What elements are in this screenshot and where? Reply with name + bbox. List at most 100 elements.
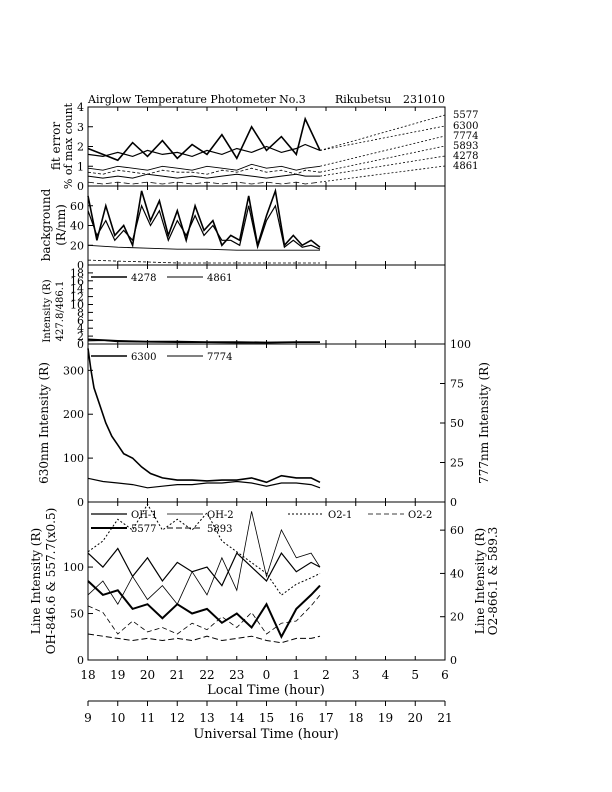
p5-series-O2-1 bbox=[87, 503, 321, 596]
p3-y-label: 12 bbox=[70, 291, 84, 304]
p1-y-label: 0 bbox=[77, 180, 84, 193]
p2-y-label: 60 bbox=[70, 200, 84, 213]
p5-y-right-label: 0 bbox=[450, 654, 457, 667]
p5-ylabel-left-2: OH-846.6 & 557.7(x0.5) bbox=[44, 508, 58, 655]
p1-leader-6300 bbox=[319, 125, 446, 151]
p1-series-4861 bbox=[87, 181, 321, 185]
p4-y-left-label: 100 bbox=[63, 452, 84, 465]
p3-ylabel-2: 427.8/486.1 bbox=[55, 281, 66, 342]
p5-series-5577 bbox=[87, 580, 321, 640]
p5-series-OH-2 bbox=[87, 511, 321, 605]
p5-legend-o21: O2-1 bbox=[328, 510, 352, 521]
p1-wavelength-label-6300: 6300 bbox=[453, 121, 478, 132]
p1-y-label: 4 bbox=[77, 101, 84, 114]
ut-label: Universal Time (hour) bbox=[193, 727, 338, 742]
date-label: 231010 bbox=[403, 93, 445, 106]
p1-wavelength-label-4861: 4861 bbox=[453, 161, 478, 172]
p3-legend-4861: 4861 bbox=[207, 273, 232, 284]
p3-ylabel-1: Intensity (R) bbox=[42, 279, 53, 342]
ut-tick-label: 9 bbox=[84, 711, 92, 725]
p1-leader-5893 bbox=[319, 145, 446, 173]
p4-y-left-label: 200 bbox=[63, 408, 84, 421]
p5-y-left-label: 100 bbox=[63, 561, 84, 574]
p4-ylabel-left: 630nm Intensity (R) bbox=[37, 362, 51, 484]
p5-legend-5577: 5577 bbox=[131, 524, 156, 535]
p5-legend-o22: O2-2 bbox=[408, 510, 432, 521]
local-time-tick-label: 1 bbox=[292, 668, 300, 682]
local-time-tick-label: 20 bbox=[140, 668, 155, 682]
p5-y-left-label: 0 bbox=[77, 654, 84, 667]
local-time-tick-label: 2 bbox=[322, 668, 330, 682]
p3-y-label: 10 bbox=[70, 299, 84, 312]
station-name: Rikubetsu bbox=[335, 93, 391, 106]
p3-y-label: 16 bbox=[70, 275, 84, 288]
p1-series-5893 bbox=[87, 167, 321, 175]
p4-series-6300 bbox=[87, 348, 321, 484]
p5-ylabel-right-1: Line Intensity (R) bbox=[473, 528, 487, 634]
p4-y-right-label: 100 bbox=[450, 338, 471, 351]
p5-y-right-label: 60 bbox=[450, 524, 464, 537]
local-time-tick-label: 0 bbox=[263, 668, 271, 682]
p1-leader-5577 bbox=[319, 114, 446, 151]
local-time-tick-label: 3 bbox=[352, 668, 360, 682]
p4-legend-6300: 6300 bbox=[131, 352, 156, 363]
p5-ylabel-right-2: O2-866.1 & 589.3 bbox=[486, 527, 500, 636]
p5-y-left-label: 50 bbox=[70, 608, 84, 621]
p2-ylabel-1: background bbox=[39, 188, 53, 261]
p3-y-label: 8 bbox=[77, 306, 84, 319]
local-time-tick-label: 22 bbox=[199, 668, 214, 682]
p5-legend-5893: 5893 bbox=[207, 524, 232, 535]
local-time-label: Local Time (hour) bbox=[207, 683, 325, 698]
p5-series-O2-2 bbox=[87, 594, 321, 635]
p1-wavelength-label-5577: 5577 bbox=[453, 110, 478, 121]
p4-y-right-label: 25 bbox=[450, 457, 464, 470]
ut-tick-label: 10 bbox=[110, 711, 125, 725]
p4-legend-7774: 7774 bbox=[207, 352, 232, 363]
p2-y-label: 40 bbox=[70, 220, 84, 233]
p2-series-0 bbox=[87, 187, 321, 249]
p1-y-label: 2 bbox=[77, 141, 84, 154]
local-time-tick-label: 18 bbox=[80, 668, 95, 682]
p3-y-label: 0 bbox=[77, 338, 84, 351]
p3-y-label: 2 bbox=[77, 330, 84, 343]
p1-ylabel-1: fit error bbox=[49, 122, 63, 170]
ut-tick-label: 12 bbox=[170, 711, 185, 725]
ut-tick-label: 17 bbox=[318, 711, 333, 725]
ut-tick-label: 14 bbox=[229, 711, 245, 725]
ut-tick-label: 21 bbox=[437, 711, 452, 725]
p2-y-label: 20 bbox=[70, 239, 84, 252]
p1-leader-4278 bbox=[319, 155, 446, 177]
p1-wavelength-label-5893: 5893 bbox=[453, 141, 478, 152]
p3-series-4861 bbox=[87, 339, 320, 344]
p5-legend-oh2: OH-2 bbox=[207, 510, 234, 521]
p1-ylabel-2: % of max count bbox=[62, 102, 75, 189]
ut-tick-label: 20 bbox=[408, 711, 423, 725]
p3-y-label: 18 bbox=[70, 267, 84, 280]
panel-background-frame bbox=[87, 185, 446, 266]
p4-ylabel-right: 777nm Intensity (R) bbox=[477, 362, 491, 484]
p2-ylabel-2: (R/nm) bbox=[54, 204, 68, 246]
local-time-tick-label: 23 bbox=[229, 668, 244, 682]
p1-series-7774 bbox=[87, 163, 321, 171]
local-time-tick-label: 4 bbox=[382, 668, 390, 682]
p1-wavelength-label-4278: 4278 bbox=[453, 151, 478, 162]
p4-y-right-label: 50 bbox=[450, 417, 464, 430]
p1-y-label: 1 bbox=[77, 160, 84, 173]
ut-tick-label: 15 bbox=[259, 711, 274, 725]
ut-tick-label: 13 bbox=[199, 711, 214, 725]
chart-marks: 18 19 20 21 22 23 0 1 2 3 4 5 69 10 11 12 13 14 15 16 17 18 19… bbox=[63, 101, 478, 725]
p2-series-1 bbox=[87, 204, 321, 250]
p5-y-right-label: 40 bbox=[450, 567, 464, 580]
p3-y-label: 14 bbox=[70, 283, 84, 296]
p1-series-4278 bbox=[87, 173, 320, 179]
p5-series-5893 bbox=[87, 633, 321, 644]
p1-series-5577 bbox=[87, 116, 321, 162]
p5-y-right-label: 20 bbox=[450, 611, 464, 624]
p3-y-label: 4 bbox=[77, 322, 84, 335]
p1-y-label: 3 bbox=[77, 121, 84, 134]
p3-legend-4278: 4278 bbox=[131, 273, 156, 284]
p2-y-label: 0 bbox=[77, 259, 84, 272]
p4-y-left-label: 0 bbox=[77, 496, 84, 509]
ut-tick-label: 19 bbox=[378, 711, 393, 725]
